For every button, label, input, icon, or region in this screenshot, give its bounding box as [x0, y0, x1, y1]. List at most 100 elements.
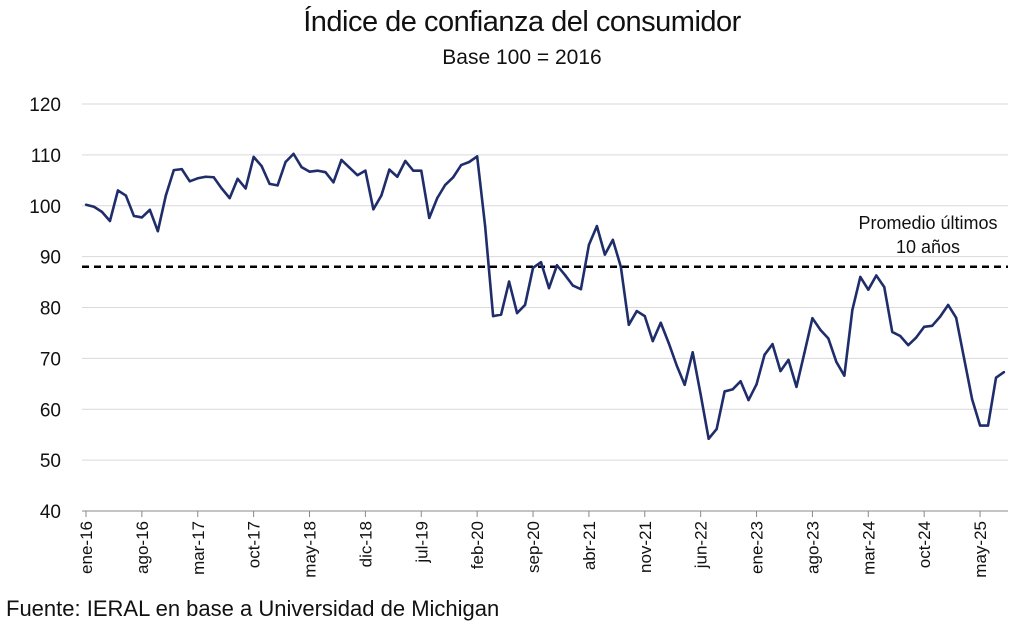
data-point — [324, 170, 327, 174]
y-tick-label: 50 — [40, 451, 61, 472]
data-point — [691, 351, 694, 354]
data-point — [563, 273, 567, 277]
data-point — [515, 311, 519, 315]
data-point — [268, 182, 271, 186]
data-point — [994, 376, 998, 379]
chart-subtitle: Base 100 = 2016 — [442, 46, 602, 69]
y-tick-label: 90 — [40, 248, 61, 269]
data-point — [739, 380, 742, 383]
x-tick-label: ene-16 — [77, 521, 96, 574]
x-tick-label: oct-17 — [245, 521, 264, 568]
data-point — [140, 216, 144, 219]
data-point — [1002, 370, 1006, 374]
x-tick-label: ago-16 — [133, 521, 152, 574]
data-point — [491, 314, 495, 318]
data-point — [683, 383, 686, 387]
data-point — [531, 266, 535, 270]
data-point — [444, 183, 447, 187]
data-point — [962, 357, 966, 360]
data-point — [108, 219, 112, 223]
data-point — [404, 159, 407, 163]
data-point — [396, 175, 399, 178]
x-tick-label: abr-21 — [580, 521, 599, 570]
data-point — [715, 427, 718, 431]
data-point — [308, 170, 311, 173]
data-point — [803, 351, 806, 354]
data-point — [196, 177, 199, 180]
data-point — [859, 275, 862, 279]
data-point — [180, 167, 183, 171]
data-point — [228, 196, 231, 200]
data-point — [986, 424, 990, 427]
x-tick-label: may-25 — [971, 521, 990, 578]
data-point — [787, 358, 790, 362]
data-point — [619, 265, 623, 268]
data-point — [436, 196, 439, 200]
data-point — [914, 336, 918, 339]
data-point — [827, 337, 830, 340]
y-tick-label: 70 — [40, 349, 61, 370]
data-point — [891, 330, 894, 334]
data-point — [204, 175, 207, 178]
x-tick-label: ene-23 — [748, 521, 767, 574]
data-point — [284, 160, 287, 164]
reference-line-group: Promedio últimos 10 años — [82, 213, 1008, 269]
data-point — [922, 325, 926, 329]
data-point — [380, 194, 383, 197]
data-point — [507, 280, 511, 283]
data-point — [755, 383, 758, 386]
data-point — [930, 324, 934, 328]
data-point — [428, 216, 431, 220]
data-point — [771, 342, 774, 346]
data-point — [92, 205, 96, 208]
data-point — [547, 286, 551, 290]
data-point — [523, 303, 527, 307]
data-point — [795, 385, 798, 389]
reference-line-label-2: 10 años — [896, 237, 960, 257]
data-point — [819, 328, 822, 332]
data-point — [611, 238, 615, 242]
data-point — [555, 264, 559, 267]
data-point — [595, 224, 599, 228]
reference-line-label: Promedio últimos — [858, 213, 997, 233]
data-point — [946, 303, 950, 307]
x-tick-label: mar-24 — [859, 521, 878, 575]
data-point — [970, 397, 974, 401]
data-point — [763, 353, 766, 357]
data-point — [571, 284, 575, 287]
data-point — [675, 364, 678, 367]
data-point — [220, 187, 223, 190]
data-point — [731, 388, 734, 391]
data-point — [132, 214, 136, 218]
data-point — [587, 243, 591, 247]
y-tick-label: 80 — [40, 299, 61, 320]
y-tick-label: 110 — [31, 146, 61, 167]
data-point — [627, 323, 631, 326]
data-point — [236, 177, 239, 180]
data-point — [372, 208, 375, 211]
data-point — [651, 339, 654, 343]
data-point — [723, 390, 726, 393]
series-line — [85, 152, 1005, 441]
x-tick-label: nov-21 — [636, 521, 655, 573]
data-point — [300, 165, 303, 169]
data-point — [539, 261, 543, 264]
data-point — [356, 174, 359, 177]
data-point — [699, 393, 702, 396]
x-tick-label: jun-22 — [692, 521, 711, 569]
source-note: Fuente: IERAL en base a Universidad de M… — [6, 596, 500, 621]
data-point — [954, 316, 958, 319]
data-point — [332, 181, 335, 184]
y-tick-label: 120 — [29, 95, 61, 116]
x-tick-label: feb-20 — [468, 521, 487, 569]
data-point — [292, 152, 295, 156]
data-point — [499, 313, 503, 316]
y-tick-label: 100 — [29, 197, 61, 218]
data-point — [483, 224, 487, 228]
gridlines — [82, 103, 1008, 461]
data-point — [340, 158, 343, 162]
data-point — [100, 210, 104, 214]
data-point — [643, 314, 646, 318]
data-point — [84, 203, 88, 206]
data-point — [899, 334, 902, 338]
